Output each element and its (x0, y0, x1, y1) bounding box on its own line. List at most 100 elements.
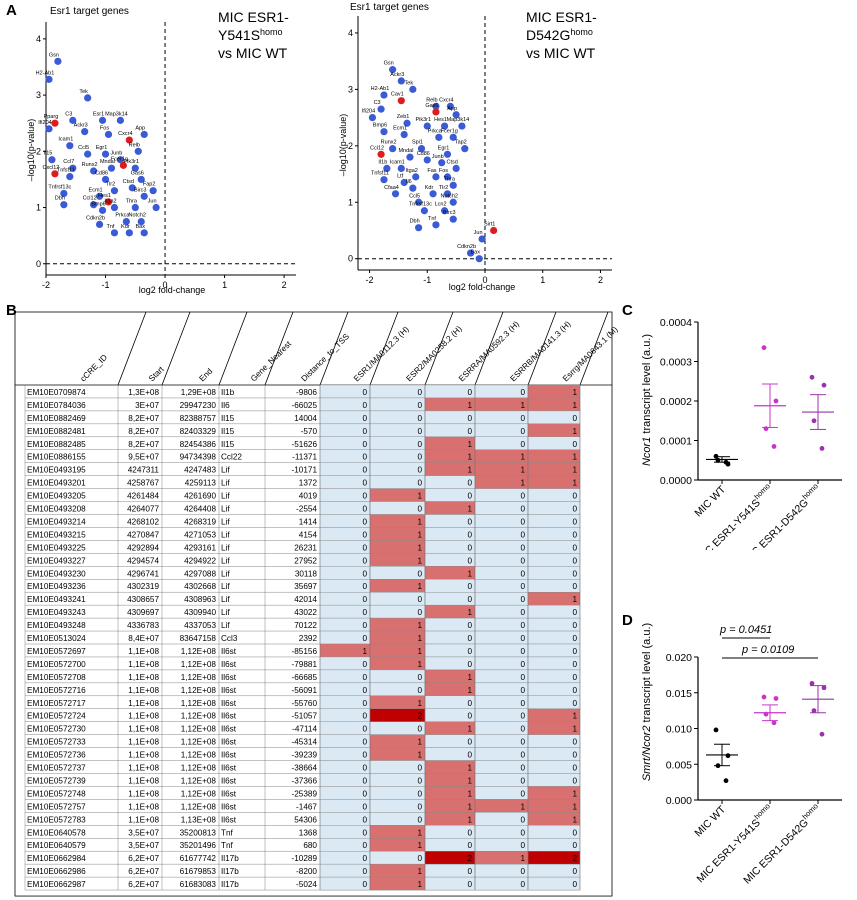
point-label: Lcn2 (435, 202, 447, 208)
data-point (461, 145, 469, 153)
motif-count: 0 (417, 569, 422, 578)
point-label: Zeb1 (397, 114, 410, 120)
motif-count: 0 (362, 543, 367, 552)
point-label: Fcer1g (111, 156, 128, 162)
point-label: Tap2 (455, 140, 467, 146)
cell-end: 4337053 (184, 621, 216, 630)
motif-count: 1 (417, 582, 422, 591)
motif-count: 1 (417, 699, 422, 708)
data-point (90, 167, 98, 175)
motif-count: 1 (467, 725, 472, 734)
point-label: Ltf (397, 174, 404, 180)
cell-start: 1,1E+08 (128, 725, 159, 734)
motif-count: 0 (467, 427, 472, 436)
cell-start: 3,5E+07 (128, 828, 159, 837)
cell-ccre-id: EM10E0882485 (27, 440, 86, 449)
cell-ccre-id: EM10E0640578 (27, 828, 86, 837)
motif-count: 0 (467, 828, 472, 837)
point-label: Cd86 (417, 151, 430, 157)
cell-end: 4308963 (184, 595, 216, 604)
motif-count: 0 (417, 776, 422, 785)
motif-count: 0 (572, 517, 577, 526)
cell-start: 1,1E+08 (128, 776, 159, 785)
data-point (423, 122, 431, 130)
cell-end: 1,12E+08 (181, 686, 217, 695)
point-label: Tlr2 (439, 185, 448, 191)
data-point (440, 207, 449, 215)
data-point (131, 203, 139, 212)
point-label: H2-Ab1 (371, 86, 390, 92)
point-label: Cd86 (95, 170, 108, 176)
p-value-annotation: p = 0.0109 (741, 644, 794, 656)
y-tick-label: 0.015 (666, 688, 692, 700)
cell-ccre-id: EM10E0572783 (27, 815, 86, 824)
motif-count: 0 (417, 608, 422, 617)
cell-ccre-id: EM10E0886155 (27, 453, 86, 462)
data-point (821, 685, 827, 691)
motif-count: 0 (572, 414, 577, 423)
motif-count: 1 (467, 673, 472, 682)
cell-distance: -66025 (292, 401, 318, 410)
motif-count: 1 (467, 466, 472, 475)
cell-end: 4259113 (185, 479, 217, 488)
cell-start: 8,2E+07 (128, 414, 159, 423)
cell-distance: 1372 (299, 479, 318, 488)
column-header: ESR1/MA0112.3 (H) (352, 325, 411, 384)
cell-gene: Il6 (221, 401, 230, 410)
motif-count: 0 (362, 841, 367, 850)
data-point (125, 229, 133, 237)
motif-count: 0 (362, 789, 367, 798)
cell-gene: Il15 (221, 440, 235, 449)
cell-ccre-id: EM10E0572733 (27, 738, 86, 747)
cell-end: 1,12E+08 (181, 751, 217, 760)
x-axis-label: log2 fold-change (139, 285, 206, 295)
point-label: Ccl5 (78, 145, 89, 151)
motif-count: 0 (520, 841, 525, 850)
motif-count: 0 (520, 608, 525, 617)
motif-count: 0 (467, 479, 472, 488)
cell-distance: 1414 (299, 517, 318, 526)
point-label: Junb (110, 151, 122, 157)
motif-count: 0 (520, 660, 525, 669)
cell-gene: Il6st (221, 673, 237, 682)
cell-end: 1,12E+08 (181, 712, 217, 721)
x-tick-label: 1 (540, 275, 545, 285)
data-point (397, 97, 405, 105)
column-header: cCRE_ID (79, 353, 110, 384)
y-tick-label: 0.020 (666, 652, 692, 664)
cell-end: 1,12E+08 (181, 738, 217, 747)
data-point (432, 221, 440, 229)
motif-count: 0 (467, 867, 472, 876)
motif-count: 1 (467, 453, 472, 462)
cell-ccre-id: EM10E0709874 (27, 388, 86, 397)
cell-start: 4264077 (127, 505, 159, 514)
motif-count: 1 (417, 530, 422, 539)
motif-count: 1 (572, 802, 577, 811)
data-point (95, 220, 104, 228)
y-tick-label: 2 (348, 141, 353, 151)
cell-start: 4294574 (127, 556, 159, 565)
cell-gene: Lif (221, 621, 230, 630)
cell-start: 8,2E+07 (128, 440, 159, 449)
point-label: Ackr3 (74, 123, 88, 129)
cell-ccre-id: EM10E0493227 (27, 556, 86, 565)
cell-gene: Lif (221, 595, 230, 604)
cell-end: 94734398 (180, 453, 217, 462)
data-point (412, 173, 420, 181)
data-point (152, 203, 160, 212)
point-label: Gas6 (131, 170, 144, 176)
cell-start: 1,1E+08 (128, 686, 159, 695)
motif-count: 1 (417, 738, 422, 747)
point-label: Tnfrsf13c (48, 184, 71, 190)
cell-ccre-id: EM10E0572736 (27, 751, 86, 760)
cell-end: 4294922 (184, 556, 216, 565)
data-point (51, 170, 59, 178)
motif-count: 0 (467, 751, 472, 760)
data-point (409, 184, 417, 192)
p-value-annotation: p = 0.0451 (719, 624, 772, 636)
data-point (406, 153, 414, 161)
data-point (440, 122, 449, 130)
data-point (119, 161, 127, 169)
motif-count: 0 (572, 699, 577, 708)
motif-count: 0 (520, 789, 525, 798)
